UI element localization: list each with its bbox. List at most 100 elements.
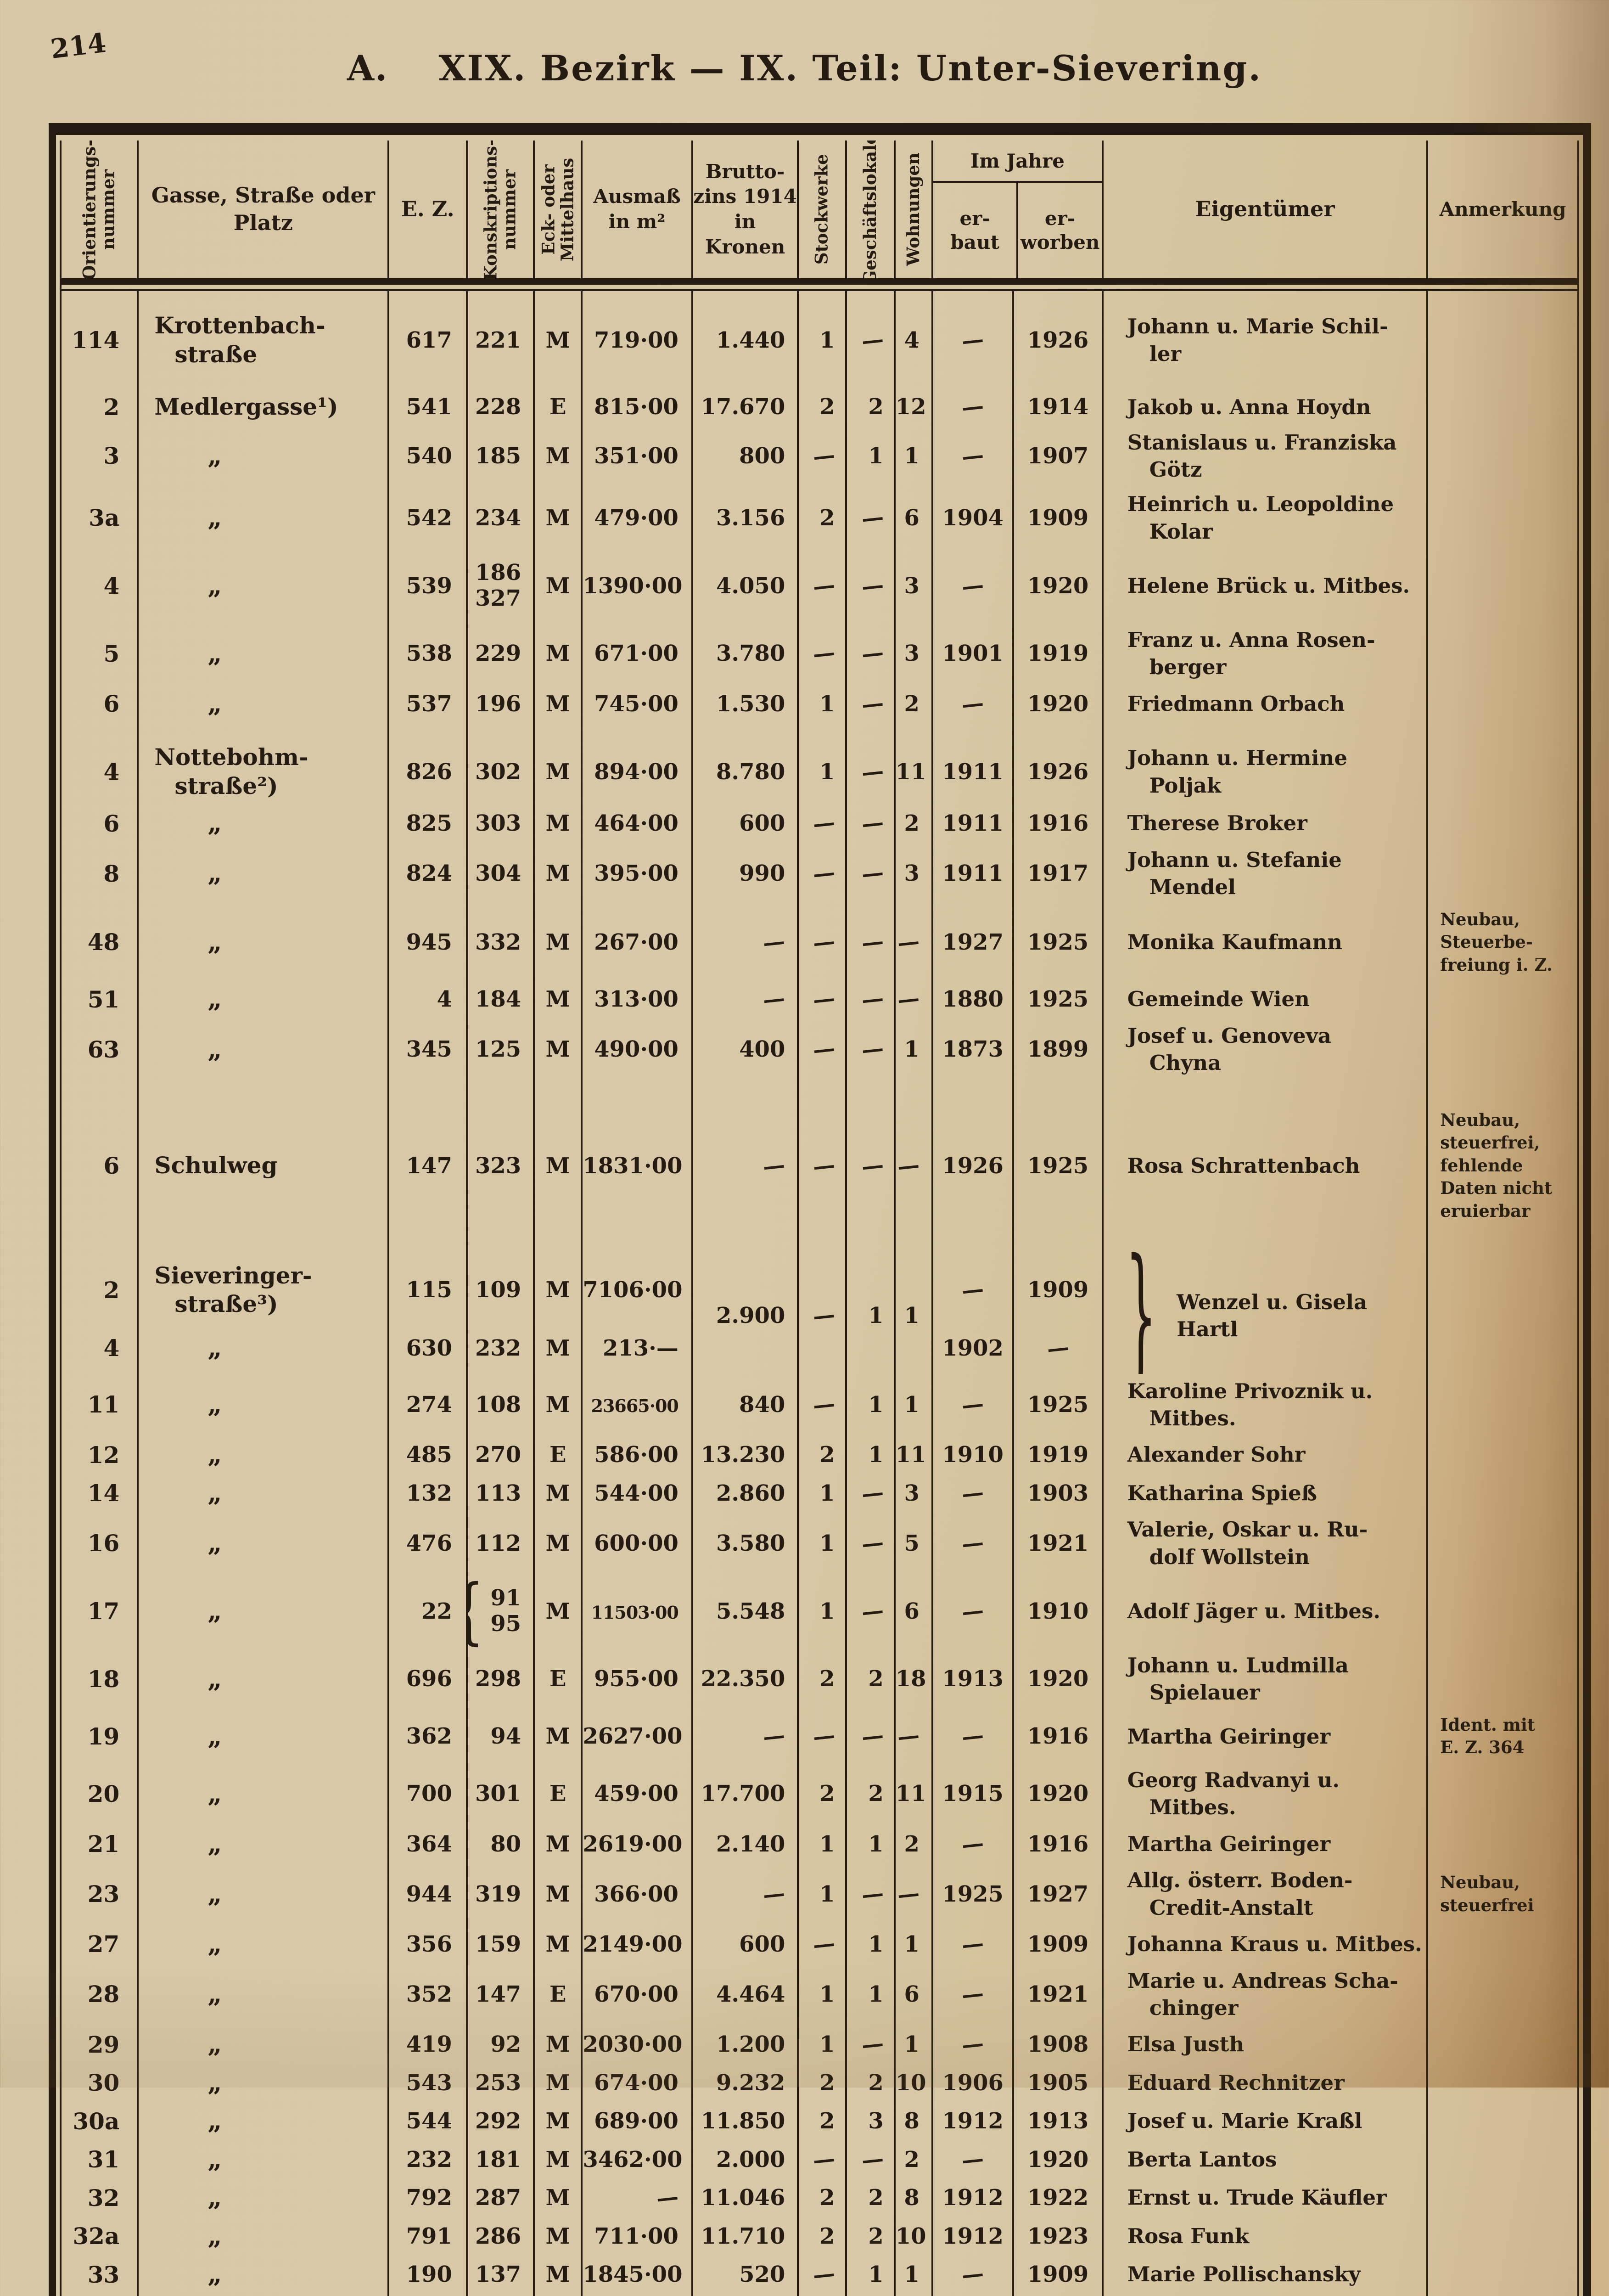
- cell-ausmass: 1318·00: [583, 2293, 693, 2296]
- cell-eck-mittelhaus: M: [535, 1322, 583, 1374]
- cell-bruttozins: 9.232: [693, 2063, 799, 2102]
- street-line: Nottebohm-: [154, 743, 308, 771]
- cell-strasse: „: [139, 1648, 390, 1710]
- cell-eigentuemer: Berta Lantos: [1104, 2140, 1429, 2179]
- cell-stockwerke: 1: [799, 1863, 847, 1925]
- table-row: 16 „ 476 112 M 600·00 3.580 1—5—1921 Valerie, Os…: [62, 1512, 1577, 1575]
- cell-bruttozins: 1.440: [693, 291, 799, 372]
- anmerkung-line: steuerfrei,: [1440, 1132, 1540, 1153]
- cell-einlagezahl: 542: [389, 487, 468, 549]
- cell-bruttozins: 11.046: [693, 2178, 799, 2217]
- cell-eck-mittelhaus: M: [535, 2025, 583, 2064]
- header-anmerkung-label: Anmerkung: [1439, 197, 1566, 220]
- cell-orientierungsnummer: 20: [62, 1763, 139, 1825]
- cell-eck-mittelhaus: E: [535, 1648, 583, 1710]
- cell-erbaut: 1926: [933, 1080, 1015, 1241]
- header-eigentuemer: Eigentümer: [1103, 141, 1429, 285]
- cell-geschaeftslokale: 2: [847, 372, 896, 425]
- dash-mark: —: [811, 809, 836, 838]
- cell-einlagezahl: 232: [389, 2140, 468, 2179]
- cell-stockwerke: 2: [799, 372, 847, 425]
- ditto-mark: „: [207, 2259, 222, 2289]
- cell-bruttozins: 990: [693, 842, 799, 905]
- cell-wohnungen: 1: [896, 2255, 933, 2294]
- cell-ausmass: 2030·00: [583, 2025, 693, 2064]
- cell-erbaut: —: [933, 1373, 1015, 1436]
- cell-erbaut: —: [933, 2255, 1015, 2294]
- cell-einlagezahl: 22: [389, 1574, 468, 1649]
- cell-erworben: 1921: [1014, 1512, 1104, 1575]
- table-top-rule: [49, 123, 1591, 135]
- dash-mark: —: [896, 1722, 921, 1750]
- cell-strasse: „: [139, 1435, 390, 1474]
- cell-geschaeftslokale: —: [847, 1018, 896, 1080]
- cell-bruttozins: 600: [693, 804, 799, 843]
- table-row: 32 „ 792 287 M —11.046 2 2 8 1912 1922 Ernst u. Tru…: [62, 2178, 1577, 2217]
- cell-erworben: 1923: [1014, 2293, 1104, 2296]
- cell-anmerkung: [1428, 2217, 1577, 2256]
- cell-strasse: Medlergasse¹): [139, 372, 390, 425]
- cell-strasse: „: [139, 623, 390, 685]
- header-stockwerke: Stockwerke: [799, 141, 847, 285]
- cell-eigentuemer: Eduard Rechnitzer: [1104, 2063, 1429, 2102]
- dash-mark: —: [811, 1722, 836, 1750]
- dash-mark: —: [860, 985, 885, 1013]
- header-konskriptionsnummer-label: Konskriptions- nummer: [480, 141, 520, 280]
- owner-line: Credit-Anstalt: [1149, 1895, 1313, 1920]
- cell-erworben: 1908: [1014, 2025, 1104, 2064]
- cell-geschaeftslokale: —: [847, 904, 896, 980]
- dash-mark: —: [960, 2030, 985, 2059]
- ditto-mark: „: [207, 1721, 222, 1751]
- cell-strasse: Krottenbach-straße: [139, 291, 390, 372]
- cell-wohnungen: 11: [896, 1435, 933, 1474]
- cell-strasse: „: [139, 904, 390, 980]
- cell-anmerkung: [1428, 1648, 1577, 1710]
- cell-bruttozins: 400: [693, 1018, 799, 1080]
- cell-ausmass: 351·00: [583, 425, 693, 487]
- cell-orientierungsnummer: 3a: [62, 487, 139, 549]
- street-line: straße: [174, 340, 258, 368]
- owner-line: Götz: [1149, 457, 1202, 482]
- cell-eigentuemer: Ernst u. Trude Käufler: [1104, 2178, 1429, 2217]
- dash-mark: —: [960, 690, 985, 718]
- cell-wohnungen: —: [896, 1080, 933, 1241]
- cell-erbaut: —: [933, 425, 1015, 487]
- header-im-jahre-label: Im Jahre: [933, 141, 1102, 183]
- cell-strasse: „: [139, 980, 390, 1019]
- table-row: 30a „ 544 292 M 689·00 11.850 2 3 8 1912 1913 Josef …: [62, 2102, 1577, 2140]
- dash-mark: —: [860, 1035, 885, 1064]
- cell-wohnungen: 18: [896, 1648, 933, 1710]
- cell-ausmass: —: [583, 2178, 693, 2217]
- cell-konskriptionsnummer: 229: [468, 623, 535, 685]
- cell-erworben: 1920: [1014, 1648, 1104, 1710]
- cell-einlagezahl: 485: [389, 1435, 468, 1474]
- owner-line: Karoline Privoznik u.: [1127, 1379, 1373, 1403]
- table-row: 32a „ 791 286 M 711·00 11.710 2 2 10 1912 1923 Rosa …: [62, 2217, 1577, 2256]
- header-konskriptionsnummer: Konskriptions- nummer: [467, 141, 535, 285]
- header-wohnungen-label: Wohnungen: [903, 152, 924, 266]
- cell-erworben: 1925: [1014, 904, 1104, 980]
- cell-bruttozins: 4.050: [693, 549, 799, 623]
- owner-line: Gemeinde Wien: [1127, 987, 1310, 1012]
- cell-orientierungsnummer: 32: [62, 2178, 139, 2217]
- owner-line: Johann u. Hermine: [1127, 746, 1347, 771]
- dash-mark: —: [860, 504, 885, 532]
- cell-strasse: „: [139, 1322, 390, 1374]
- table-row: 33 „ 190 137 M 1845·00 520—1 1—1909 Marie Pollis…: [62, 2255, 1577, 2294]
- cell-einlagezahl: 826: [389, 723, 468, 805]
- cell-eigentuemer: Heinrich u. Leopoldine Kolar: [1104, 487, 1429, 549]
- cell-geschaeftslokale: 1: [847, 1963, 896, 2026]
- cell-erbaut: 1913: [933, 1648, 1015, 1710]
- owner-line: Mitbes.: [1149, 1795, 1236, 1820]
- cell-anmerkung: [1428, 291, 1577, 372]
- cell-orientierungsnummer: 6: [62, 804, 139, 843]
- cell-erbaut: —: [933, 1474, 1015, 1513]
- brace-icon: {: [468, 549, 469, 623]
- cell-stockwerke: 1: [799, 1824, 847, 1863]
- cell-konskriptionsnummer: 159: [468, 1925, 535, 1964]
- cell-anmerkung: [1428, 1374, 1577, 1436]
- cell-erbaut: 1910: [933, 1435, 1015, 1474]
- cell-ausmass: 459·00: [583, 1763, 693, 1825]
- cell-geschaeftslokale: 1: [847, 2255, 896, 2294]
